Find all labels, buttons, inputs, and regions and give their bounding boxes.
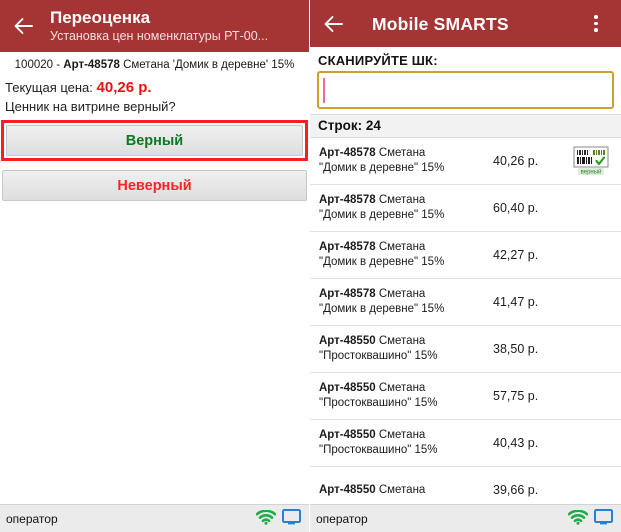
item-article: Арт-48578 xyxy=(319,194,376,206)
item-name: Арт-48578 Сметана "Домик в деревне" 15% xyxy=(319,146,493,176)
item-price: 41,47 р. xyxy=(493,295,539,309)
operator-label: оператор xyxy=(316,511,368,526)
item-price: 40,43 р. xyxy=(493,436,539,450)
list-item[interactable]: Арт-48550 Сметана "Простоквашино" 15% 38… xyxy=(310,326,621,373)
item-name: Арт-48550 Сметана "Простоквашино" 15% xyxy=(319,428,493,458)
item-status: верный xyxy=(571,146,615,176)
item-name: Арт-48578 Сметана "Домик в деревне" 15% xyxy=(319,240,493,270)
item-name-part2: "Простоквашино" 15% xyxy=(319,350,438,362)
current-price-value: 40,26 р. xyxy=(96,79,152,96)
item-name-part1: Сметана xyxy=(375,483,426,496)
item-article: Арт-48578 xyxy=(319,241,376,253)
item-name: Арт-48550 Сметана xyxy=(319,483,493,498)
question-text: Ценник на витрине верный? xyxy=(5,99,176,114)
list-item[interactable]: Арт-48550 Сметана "Простоквашино" 15% 57… xyxy=(310,373,621,420)
current-price-label: Текущая цена: xyxy=(5,80,97,95)
sku-article: Арт-48578 xyxy=(63,59,120,71)
list-item[interactable]: Арт-48578 Сметана "Домик в деревне" 15% … xyxy=(310,232,621,279)
incorrect-button[interactable]: Неверный xyxy=(2,170,307,201)
text-caret xyxy=(323,77,325,103)
dot-3 xyxy=(594,28,598,32)
sku-line: 100020 - Арт-48578 Сметана 'Домик в дере… xyxy=(0,52,309,77)
item-name-part1: Сметана xyxy=(375,194,426,206)
correct-button-highlight: Верный xyxy=(1,120,308,161)
svg-text:верный: верный xyxy=(581,169,602,176)
left-statusbar: оператор xyxy=(0,504,309,532)
left-appbar: Переоценка Установка цен номенклатуры РТ… xyxy=(0,0,309,52)
sku-name: Сметана 'Домик в деревне' 15% xyxy=(119,59,295,71)
correct-button[interactable]: Верный xyxy=(6,125,303,156)
monitor-icon xyxy=(594,509,613,528)
item-name: Арт-48550 Сметана "Простоквашино" 15% xyxy=(319,381,493,411)
incorrect-button-wrap: Неверный xyxy=(0,170,309,201)
arrow-left-icon xyxy=(323,15,345,33)
items-list[interactable]: Арт-48578 Сметана "Домик в деревне" 15% … xyxy=(310,138,621,504)
item-name-part1: Сметана xyxy=(375,147,426,159)
operator-label: оператор xyxy=(6,511,58,526)
right-statusbar-icons xyxy=(567,509,613,528)
app-title: Mobile SMARTS xyxy=(372,13,509,34)
item-price: 57,75 р. xyxy=(493,389,539,403)
back-button[interactable] xyxy=(314,4,354,44)
right-appbar: Mobile SMARTS xyxy=(310,0,621,47)
wifi-icon xyxy=(567,509,589,528)
item-name-part2: "Простоквашино" 15% xyxy=(319,397,438,409)
dot-1 xyxy=(594,15,598,19)
item-name-part1: Сметана xyxy=(375,335,426,347)
item-name-part2: "Домик в деревне" 15% xyxy=(319,162,445,174)
price-tag-verified-icon: верный xyxy=(573,146,613,176)
list-item[interactable]: Арт-48578 Сметана "Домик в деревне" 15% … xyxy=(310,138,621,185)
dot-2 xyxy=(594,21,598,26)
item-price: 39,66 р. xyxy=(493,483,539,497)
item-article: Арт-48550 xyxy=(319,335,376,347)
item-price: 40,26 р. xyxy=(493,154,539,168)
item-name-part2: "Домик в деревне" 15% xyxy=(319,256,445,268)
item-article: Арт-48550 xyxy=(319,429,376,441)
wifi-icon xyxy=(255,509,277,528)
list-item[interactable]: Арт-48578 Сметана "Домик в деревне" 15% … xyxy=(310,185,621,232)
page-subtitle: Установка цен номенклатуры РТ-00... xyxy=(50,29,269,43)
left-content: 100020 - Арт-48578 Сметана 'Домик в дере… xyxy=(0,52,309,504)
barcode-input[interactable] xyxy=(317,71,614,109)
arrow-left-icon xyxy=(13,17,35,35)
item-name: Арт-48578 Сметана "Домик в деревне" 15% xyxy=(319,287,493,317)
list-item[interactable]: Арт-48550 Сметана "Простоквашино" 15% 40… xyxy=(310,420,621,467)
item-name: Арт-48550 Сметана "Простоквашино" 15% xyxy=(319,334,493,364)
right-statusbar: оператор xyxy=(310,504,621,532)
list-item[interactable]: Арт-48578 Сметана "Домик в деревне" 15% … xyxy=(310,279,621,326)
item-article: Арт-48578 xyxy=(319,288,376,300)
item-article: Арт-48550 xyxy=(319,483,376,496)
right-appbar-titles: Mobile SMARTS xyxy=(360,14,579,34)
left-appbar-titles: Переоценка Установка цен номенклатуры РТ… xyxy=(50,8,303,44)
item-price: 38,50 р. xyxy=(493,342,539,356)
more-vertical-icon[interactable] xyxy=(579,2,613,46)
left-statusbar-icons xyxy=(255,509,301,528)
item-price: 42,27 р. xyxy=(493,248,539,262)
sku-code: 100020 - xyxy=(14,59,64,71)
item-article: Арт-48550 xyxy=(319,382,376,394)
left-phone-screen: Переоценка Установка цен номенклатуры РТ… xyxy=(0,0,310,532)
current-price-line: Текущая цена: 40,26 р. xyxy=(0,77,309,97)
scan-prompt-label: СКАНИРУЙТЕ ШК: xyxy=(318,53,438,68)
item-name-part1: Сметана xyxy=(375,382,426,394)
item-article: Арт-48578 xyxy=(319,147,376,159)
item-name-part1: Сметана xyxy=(375,241,426,253)
rows-count-label: Строк: 24 xyxy=(310,114,621,138)
back-button[interactable] xyxy=(4,6,44,46)
right-phone-screen: Mobile SMARTS СКАНИРУЙТЕ ШК: Строк: 24 А… xyxy=(310,0,621,532)
button-spacer xyxy=(0,163,309,170)
item-name-part2: "Простоквашино" 15% xyxy=(319,444,438,456)
item-name: Арт-48578 Сметана "Домик в деревне" 15% xyxy=(319,193,493,223)
item-name-part2: "Домик в деревне" 15% xyxy=(319,303,445,315)
list-item[interactable]: Арт-48550 Сметана 39,66 р. xyxy=(310,467,621,504)
scan-input-wrap xyxy=(310,71,621,114)
item-name-part1: Сметана xyxy=(375,429,426,441)
item-name-part1: Сметана xyxy=(375,288,426,300)
monitor-icon xyxy=(282,509,301,528)
page-title: Переоценка xyxy=(50,8,151,27)
item-price: 60,40 р. xyxy=(493,201,539,215)
item-name-part2: "Домик в деревне" 15% xyxy=(319,209,445,221)
